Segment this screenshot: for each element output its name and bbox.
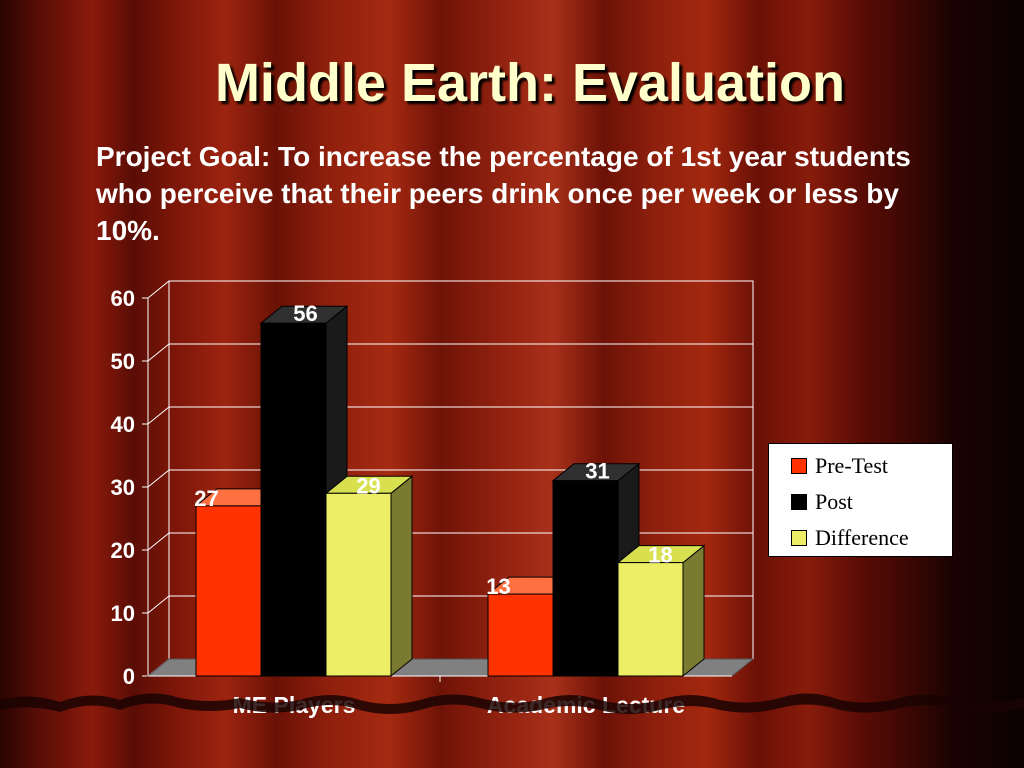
bar-difference: [325, 492, 392, 677]
legend-swatch-pre-test: [791, 458, 807, 474]
x-category-label: ME Players: [233, 692, 356, 718]
bar-post: [260, 322, 327, 677]
legend-label-pre-test: Pre-Test: [815, 453, 888, 478]
slide-title: Middle Earth: Evaluation: [214, 53, 846, 113]
legend-swatch-post: [791, 494, 807, 510]
y-tick-label: 50: [111, 349, 135, 374]
project-goal-text: Project Goal: To increase the percentage…: [96, 141, 911, 246]
data-label-pre-test: 27: [194, 486, 218, 511]
data-label-post: 31: [585, 459, 609, 484]
y-tick-label: 20: [111, 538, 135, 563]
gridline-side: [147, 280, 170, 299]
legend-swatch-difference: [791, 530, 807, 546]
y-tick-label: 10: [111, 601, 135, 626]
y-tick-label: 40: [111, 412, 135, 437]
data-label-pre-test: 13: [486, 574, 510, 599]
bar-difference: [617, 562, 684, 677]
bar-post: [552, 480, 619, 677]
data-label-post: 56: [293, 301, 317, 326]
gridline-side: [147, 343, 170, 362]
legend-item-difference: Difference: [791, 524, 909, 552]
data-label-difference: 18: [648, 543, 672, 568]
gridline-side: [147, 532, 170, 551]
y-tick-label: 60: [111, 286, 135, 311]
gridline-side: [147, 469, 170, 488]
legend-item-post: Post: [791, 488, 853, 516]
chart-legend: Pre-Test Post Difference: [768, 443, 953, 557]
y-tick-label: 0: [123, 664, 135, 689]
legend-label-difference: Difference: [815, 525, 909, 550]
bar-side-difference: [682, 544, 705, 678]
bar-side-difference: [390, 475, 413, 678]
gridline-side: [147, 595, 170, 614]
legend-label-post: Post: [815, 489, 853, 514]
gridline-side: [147, 406, 170, 425]
bar-pre-test: [195, 505, 262, 677]
bar-pre-test: [487, 593, 554, 677]
x-category-label: Academic Lecture: [487, 692, 685, 718]
legend-item-pre-test: Pre-Test: [791, 452, 888, 480]
data-label-difference: 29: [356, 473, 380, 498]
y-tick-label: 30: [111, 475, 135, 500]
